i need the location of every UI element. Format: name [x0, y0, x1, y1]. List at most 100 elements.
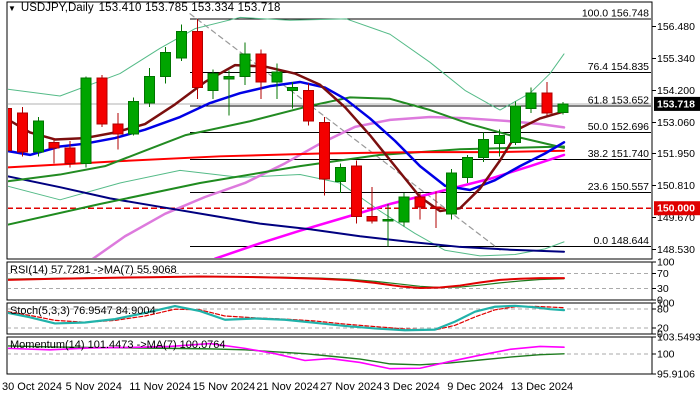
momentum-tick-label-2: 95.9106 — [657, 369, 695, 381]
candle-body[interactable] — [446, 172, 458, 215]
rsi-panel[interactable] — [7, 272, 652, 290]
candle-11-Dec-2024[interactable] — [478, 132, 489, 162]
date-label-0: 30 Oct 2024 — [2, 381, 62, 393]
price-tick-label-1: 155.340 — [657, 53, 695, 65]
current-price-tag-text: 153.718 — [657, 98, 695, 110]
candle-12-Nov-2024[interactable] — [144, 67, 156, 108]
candle-18-Nov-2024[interactable] — [207, 69, 219, 99]
candle-body[interactable] — [525, 92, 537, 110]
candle-25-Nov-2024[interactable] — [287, 81, 299, 109]
date-label-1: 5 Nov 2024 — [66, 381, 122, 393]
candle-body[interactable] — [382, 218, 394, 222]
candle-10-Dec-2024[interactable] — [462, 154, 474, 183]
candle-27-Nov-2024[interactable] — [319, 117, 330, 196]
chart-title: ▼ USDJPY,Daily 153.410 153.785 153.334 1… — [8, 2, 281, 14]
candle-body[interactable] — [160, 52, 171, 77]
candle-body[interactable] — [271, 71, 283, 83]
candle-15-Nov-2024[interactable] — [191, 18, 203, 99]
candle-body[interactable] — [366, 216, 378, 222]
candle-14-Nov-2024[interactable] — [175, 24, 187, 61]
fib-label-4: 38.2 151.740 — [588, 148, 649, 160]
candle-body[interactable] — [509, 105, 521, 143]
candle-8-Nov-2024[interactable] — [112, 112, 124, 150]
candle-28-Nov-2024[interactable] — [334, 163, 346, 193]
candle-22-Nov-2024[interactable] — [271, 63, 283, 99]
rsi-tick-label-0: 100 — [657, 257, 675, 269]
momentum-panel[interactable] — [7, 342, 652, 370]
candle-body[interactable] — [128, 101, 140, 135]
candle-body[interactable] — [557, 103, 569, 114]
candle-body[interactable] — [191, 30, 203, 89]
candle-body[interactable] — [16, 112, 28, 153]
rsi-tick-label-2: 30 — [657, 283, 669, 295]
candle-body[interactable] — [414, 196, 426, 208]
candle-6-Nov-2024[interactable] — [80, 76, 92, 168]
fib-label-3: 50.0 152.696 — [588, 121, 649, 133]
date-label-4: 21 Nov 2024 — [256, 381, 318, 393]
candle-body[interactable] — [80, 77, 92, 164]
candle-21-Nov-2024[interactable] — [255, 49, 267, 99]
candle-body[interactable] — [462, 157, 474, 178]
candle-body[interactable] — [48, 141, 60, 149]
candle-31-Oct-2024[interactable] — [16, 107, 28, 157]
candle-26-Nov-2024[interactable] — [303, 83, 315, 126]
key-level-tag — [654, 201, 700, 216]
candle-11-Nov-2024[interactable] — [128, 97, 140, 136]
candle-4-Nov-2024[interactable] — [48, 138, 60, 164]
candle-body[interactable] — [319, 122, 330, 180]
candle-body[interactable] — [255, 53, 267, 83]
candle-19-Nov-2024[interactable] — [223, 70, 235, 116]
candle-16-Dec-2024[interactable] — [525, 87, 537, 113]
candle-body[interactable] — [2, 108, 12, 152]
candle-17-Dec-2024[interactable] — [541, 81, 553, 116]
date-label-5: 27 Nov 2024 — [320, 381, 382, 393]
price-tick-label-4: 151.950 — [657, 148, 695, 160]
candle-13-Dec-2024[interactable] — [509, 101, 521, 146]
candle-body[interactable] — [64, 147, 76, 164]
candle-30-Oct-2024[interactable] — [2, 100, 12, 153]
candle-body[interactable] — [350, 165, 362, 218]
candle-body[interactable] — [430, 206, 442, 209]
date-label-8: 13 Dec 2024 — [511, 381, 573, 393]
candle-body[interactable] — [478, 138, 489, 159]
fib-label-0: 100.0 156.748 — [582, 7, 649, 19]
candle-body[interactable] — [207, 73, 219, 91]
ma-green-fast — [8, 96, 565, 183]
candle-9-Dec-2024[interactable] — [446, 168, 458, 220]
stoch-tick-label-3: 0 — [657, 329, 663, 341]
date-label-6: 3 Dec 2024 — [384, 381, 440, 393]
candle-1-Nov-2024[interactable] — [32, 117, 44, 157]
candle-5-Dec-2024[interactable] — [414, 192, 426, 220]
candle-3-Dec-2024[interactable] — [382, 204, 394, 247]
candle-2-Dec-2024[interactable] — [366, 187, 378, 224]
candle-body[interactable] — [32, 120, 44, 153]
stoch-panel[interactable] — [7, 304, 652, 332]
candle-6-Dec-2024[interactable] — [430, 191, 442, 228]
candle-4-Dec-2024[interactable] — [398, 192, 410, 227]
symbol-dropdown-icon[interactable]: ▼ — [8, 3, 16, 13]
candle-body[interactable] — [112, 123, 124, 135]
candle-body[interactable] — [541, 92, 553, 114]
candle-7-Nov-2024[interactable] — [96, 74, 108, 127]
candle-body[interactable] — [239, 53, 251, 77]
candle-body[interactable] — [223, 75, 235, 80]
candle-20-Nov-2024[interactable] — [239, 42, 251, 85]
candle-body[interactable] — [96, 77, 108, 125]
stoch-tick-label-0: 100 — [657, 298, 675, 310]
candle-12-Dec-2024[interactable] — [493, 129, 505, 157]
candle-13-Nov-2024[interactable] — [160, 46, 171, 84]
candle-29-Nov-2024[interactable] — [350, 160, 362, 224]
candle-body[interactable] — [493, 134, 505, 145]
candle-body[interactable] — [303, 89, 315, 122]
candle-18-Dec-2024[interactable] — [557, 102, 569, 115]
candle-body[interactable] — [287, 87, 299, 91]
candle-body[interactable] — [398, 196, 410, 223]
main-plot-area[interactable] — [2, 13, 653, 293]
candle-body[interactable] — [334, 167, 346, 183]
candle-body[interactable] — [175, 30, 187, 59]
candle-5-Nov-2024[interactable] — [64, 140, 76, 168]
fib-label-6: 0.0 148.644 — [594, 235, 650, 247]
candle-body[interactable] — [144, 75, 156, 104]
